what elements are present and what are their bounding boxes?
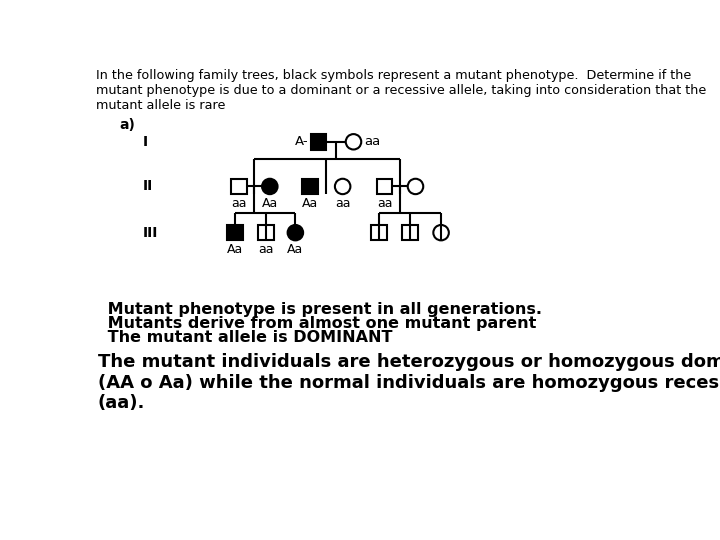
Text: Aa: Aa xyxy=(287,244,304,256)
Circle shape xyxy=(433,225,449,240)
Circle shape xyxy=(408,179,423,194)
Bar xyxy=(402,225,418,240)
Circle shape xyxy=(335,179,351,194)
Bar xyxy=(302,179,318,194)
Text: aa: aa xyxy=(231,197,246,210)
Text: Aa: Aa xyxy=(302,197,318,210)
Bar xyxy=(372,225,387,240)
Text: III: III xyxy=(143,226,158,240)
Text: Aa: Aa xyxy=(261,197,278,210)
Text: II: II xyxy=(143,179,153,193)
Text: The mutant allele is DOMINANT: The mutant allele is DOMINANT xyxy=(102,330,392,345)
Text: A-: A- xyxy=(295,136,309,148)
Text: I: I xyxy=(143,135,148,149)
Text: a): a) xyxy=(120,118,135,132)
Text: In the following family trees, black symbols represent a mutant phenotype.  Dete: In the following family trees, black sym… xyxy=(96,69,706,112)
Text: aa: aa xyxy=(377,197,392,210)
Text: aa: aa xyxy=(364,136,381,148)
Bar xyxy=(258,225,274,240)
Bar xyxy=(311,134,326,150)
Bar xyxy=(377,179,392,194)
Text: Aa: Aa xyxy=(227,244,243,256)
Circle shape xyxy=(346,134,361,150)
Text: aa: aa xyxy=(258,244,274,256)
Text: Mutant phenotype is present in all generations.: Mutant phenotype is present in all gener… xyxy=(102,302,541,317)
Circle shape xyxy=(287,225,303,240)
Text: aa: aa xyxy=(335,197,351,210)
Text: The mutant individuals are heterozygous or homozygous dominant
(AA o Aa) while t: The mutant individuals are heterozygous … xyxy=(98,353,720,413)
Text: Mutants derive from almost one mutant parent: Mutants derive from almost one mutant pa… xyxy=(102,316,536,331)
Bar xyxy=(228,225,243,240)
Circle shape xyxy=(262,179,277,194)
Bar xyxy=(231,179,246,194)
